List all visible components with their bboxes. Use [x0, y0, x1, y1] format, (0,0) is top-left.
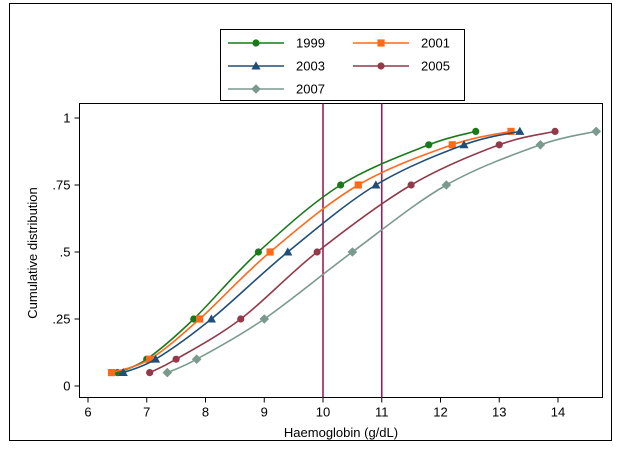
data-point-2001 [448, 141, 456, 149]
legend-swatch-marker [251, 61, 261, 70]
legend-swatch-marker [252, 39, 260, 47]
series-2007 [162, 126, 601, 378]
data-point-2007 [259, 314, 270, 324]
x-tick-label: 7 [143, 405, 150, 420]
data-point-2001 [196, 315, 204, 323]
y-tick-label: 0 [63, 379, 70, 394]
legend-swatch-marker [377, 39, 385, 47]
data-point-2001 [146, 355, 154, 363]
x-axis-title: Haemoglobin (g/dL) [284, 425, 398, 440]
plot-area [79, 103, 603, 398]
y-tick-label: .25 [52, 312, 70, 327]
legend-item-2005: 2005 [353, 59, 450, 74]
data-point-2003 [371, 180, 381, 189]
y-tick-label: .5 [60, 245, 71, 260]
legend-swatch-marker [251, 84, 261, 94]
data-point-1999 [337, 181, 345, 189]
x-tick-label: 10 [316, 405, 330, 420]
data-point-2007 [162, 367, 173, 378]
series-2001 [107, 127, 515, 377]
data-point-2005 [146, 369, 154, 377]
legend-swatch-marker [377, 62, 385, 70]
y-axis-title: Cumulative distribution [25, 187, 40, 319]
data-point-2007 [347, 247, 358, 257]
data-point-1999 [425, 141, 433, 149]
legend-label: 2001 [421, 36, 450, 51]
data-point-1999 [254, 248, 262, 256]
data-point-2003 [118, 368, 128, 377]
data-point-2005 [495, 141, 503, 149]
x-tick-label: 6 [84, 405, 91, 420]
x-tick-label: 8 [202, 405, 209, 420]
x-tick-label: 13 [492, 405, 506, 420]
data-point-2005 [172, 355, 180, 363]
y-axis: 0 .25 .5 .75 1 [52, 111, 80, 394]
y-tick-label: 1 [63, 111, 70, 126]
legend-item-2003: 2003 [228, 59, 325, 74]
reference-lines [322, 103, 383, 398]
legend: 1999 2001 2003 2005 2007 [220, 29, 465, 101]
data-point-2005 [407, 181, 415, 189]
data-point-2001 [266, 248, 274, 256]
data-point-2007 [191, 354, 202, 364]
x-tick-label: 12 [433, 405, 447, 420]
data-point-2005 [237, 315, 245, 323]
legend-label: 2007 [296, 82, 325, 97]
legend-item-2001: 2001 [353, 36, 450, 51]
y-tick-label: .75 [52, 178, 70, 193]
data-point-2007 [535, 140, 546, 150]
data-point-2001 [507, 127, 515, 135]
data-point-2005 [551, 127, 559, 135]
data-point-1999 [190, 315, 198, 323]
legend-label: 2005 [421, 59, 450, 74]
legend-item-2007: 2007 [228, 82, 325, 97]
legend-label: 2003 [296, 59, 325, 74]
data-point-1999 [472, 127, 480, 135]
data-point-2007 [591, 126, 601, 137]
data-point-2003 [150, 354, 161, 363]
legend-item-1999: 1999 [228, 36, 325, 51]
legend-items: 1999 2001 2003 2005 2007 [228, 36, 450, 97]
data-point-2001 [354, 181, 362, 189]
data-point-2007 [441, 180, 452, 190]
data-point-2001 [107, 369, 116, 377]
x-tick-label: 11 [375, 405, 389, 420]
data-point-2003 [515, 126, 525, 135]
data-point-2003 [206, 314, 216, 323]
series-layer [107, 126, 601, 378]
data-point-2003 [459, 140, 469, 149]
x-axis: 6 7 8 9 10 11 12 13 14 [84, 397, 565, 420]
data-point-2003 [283, 247, 293, 256]
data-point-2005 [313, 248, 321, 256]
series-2005 [146, 127, 559, 377]
legend-label: 1999 [296, 36, 325, 51]
series-2003 [118, 126, 525, 377]
x-tick-label: 14 [551, 405, 565, 420]
x-tick-label: 9 [261, 405, 268, 420]
